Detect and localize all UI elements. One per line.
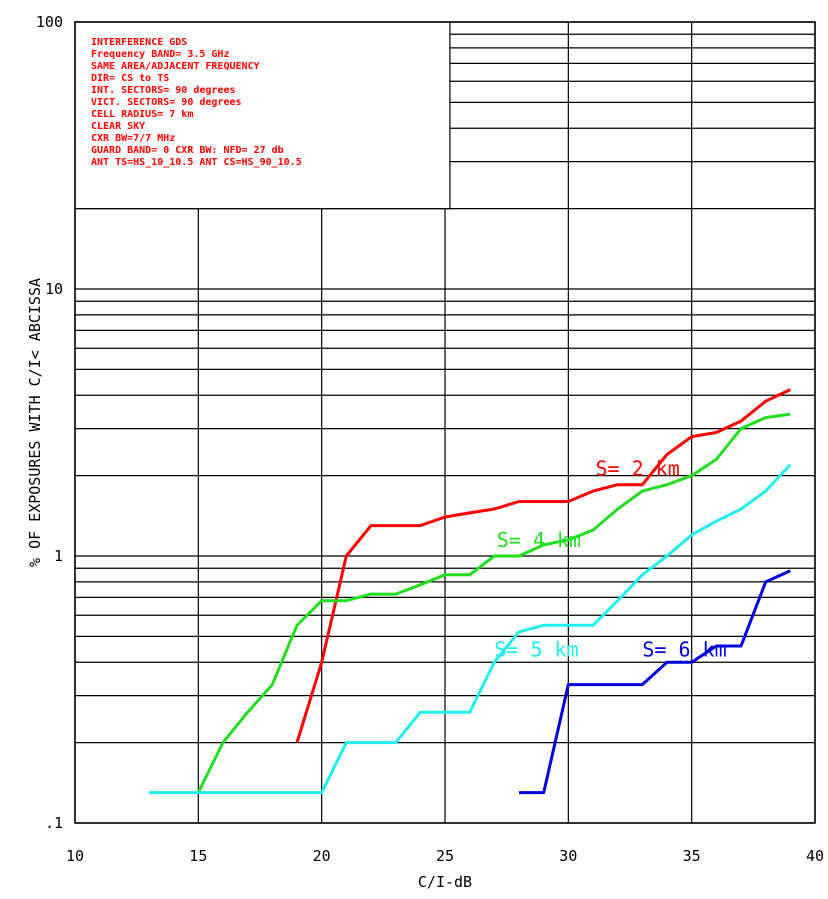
series-label: S= 6 km — [642, 638, 726, 662]
y-axis-title: % OF EXPOSURES WITH C/I< ABCISSA — [26, 278, 44, 567]
series-label: S= 2 km — [595, 457, 679, 481]
y-tick-label: .1 — [45, 814, 63, 832]
x-tick-label: 15 — [189, 847, 207, 865]
info-line: CLEAR SKY — [91, 121, 145, 132]
x-tick-label: 40 — [806, 847, 824, 865]
info-line: GUARD BAND= 0 CXR BW: NFD= 27 db — [91, 145, 284, 156]
x-tick-label: 30 — [559, 847, 577, 865]
x-axis-title: C/I-dB — [418, 873, 472, 891]
info-line: Frequency BAND= 3.5 GHz — [91, 49, 229, 60]
series-label: S= 5 km — [494, 638, 578, 662]
x-tick-label: 20 — [313, 847, 331, 865]
series-labels: S= 2 km S= 4 km S= 5 km S= 6 km — [494, 457, 726, 662]
series-line — [149, 463, 792, 795]
y-tick-label: 1 — [54, 547, 63, 565]
series-label: S= 4 km — [497, 528, 581, 552]
series-line — [196, 412, 791, 794]
info-line: CELL RADIUS= 7 km — [91, 109, 193, 120]
series-line — [295, 388, 791, 744]
info-line: INT. SECTORS= 90 degrees — [91, 85, 236, 96]
info-line: VICT. SECTORS= 90 degrees — [91, 97, 242, 108]
x-tick-label: 10 — [66, 847, 84, 865]
x-tick-labels: 10 15 20 25 30 35 40 — [66, 847, 824, 865]
x-tick-label: 25 — [436, 847, 454, 865]
y-tick-label: 10 — [45, 280, 63, 298]
series-line — [519, 569, 791, 795]
info-line: DIR= CS to TS — [91, 73, 169, 84]
y-tick-labels: .1 1 10 100 — [36, 13, 63, 832]
plot-frame — [74, 21, 816, 824]
info-line: SAME AREA/ADJACENT FREQUENCY — [91, 61, 260, 72]
info-line: CXR BW=7/7 MHz — [91, 133, 175, 144]
info-line: ANT TS=HS_10_10.5 ANT CS=HS_90_10.5 — [91, 157, 302, 168]
series-layer — [149, 388, 792, 795]
info-line: INTERFERENCE GDS — [91, 37, 187, 48]
x-tick-label: 35 — [683, 847, 701, 865]
info-box-panel — [74, 21, 451, 210]
y-tick-label: 100 — [36, 13, 63, 31]
